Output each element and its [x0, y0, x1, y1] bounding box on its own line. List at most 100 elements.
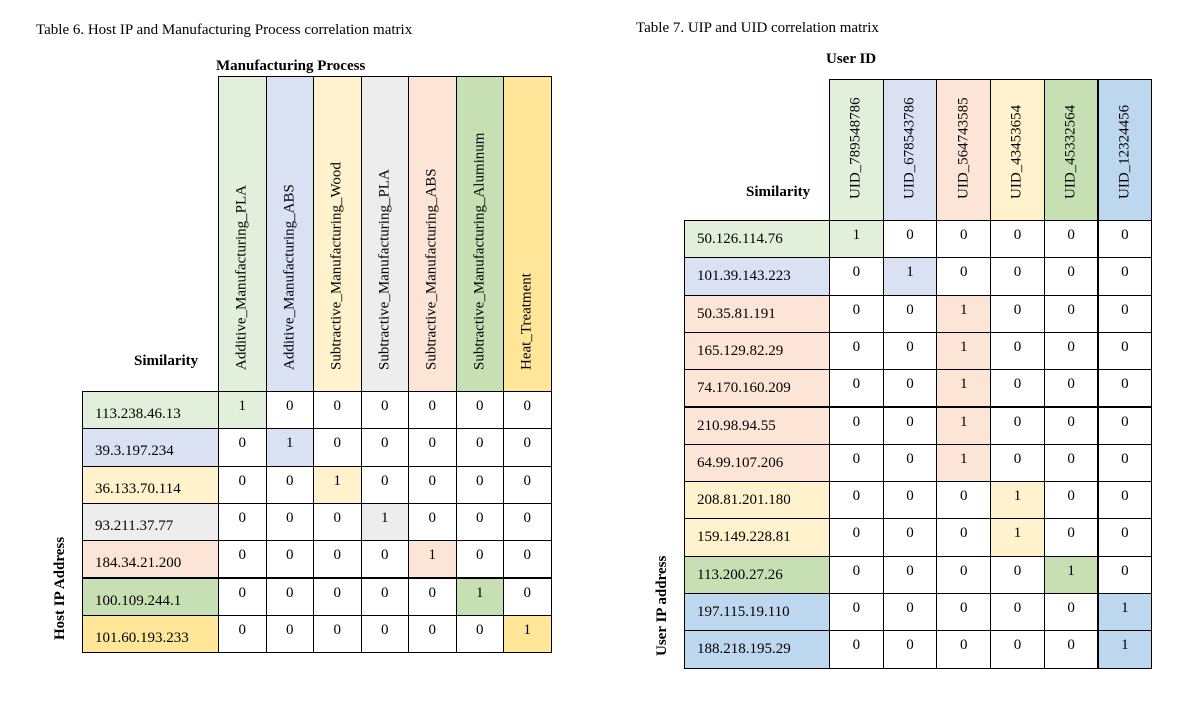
matrix-cell: 0	[360, 428, 409, 467]
matrix-cell: 0	[936, 481, 992, 520]
matrix-cell: 0	[829, 331, 884, 371]
column-header: Additive_Manufacturing_ABS	[265, 76, 314, 392]
matrix-cell: 0	[408, 465, 457, 504]
matrix-cell: 1	[503, 614, 552, 654]
column-header-label: UID_564743585	[955, 97, 972, 199]
table7-caption: Table 7. UIP and UID correlation matrix	[636, 20, 879, 36]
row-label: 50.126.114.76	[684, 220, 830, 259]
matrix-cell: 0	[990, 257, 1045, 296]
row-label: 208.81.201.180	[684, 481, 830, 520]
matrix-cell: 0	[1043, 630, 1099, 669]
matrix-cell: 0	[990, 220, 1045, 259]
matrix-cell: 0	[882, 369, 938, 408]
matrix-cell: 0	[455, 502, 504, 542]
column-header: UID_45332564	[1043, 79, 1099, 221]
matrix-cell: 0	[503, 465, 552, 504]
matrix-cell: 1	[1097, 593, 1153, 632]
matrix-cell: 0	[829, 406, 884, 445]
table6-row-group-label: Host IP Address	[52, 536, 68, 640]
matrix-cell: 0	[829, 555, 884, 594]
matrix-cell: 0	[265, 577, 314, 616]
matrix-cell: 0	[936, 630, 992, 669]
table-outline	[684, 220, 1153, 669]
matrix-cell: 0	[990, 443, 1045, 483]
column-header-label: UID_678543786	[901, 97, 918, 199]
matrix-cell: 0	[503, 428, 552, 467]
matrix-cell: 0	[882, 406, 938, 445]
matrix-cell: 0	[1043, 443, 1099, 483]
column-header: Subtractive_Manufacturing_ABS	[408, 76, 457, 392]
matrix-cell: 0	[218, 577, 267, 616]
table6-caption: Table 6. Host IP and Manufacturing Proce…	[36, 22, 413, 38]
matrix-cell: 0	[218, 428, 267, 467]
matrix-cell: 0	[1097, 369, 1153, 408]
column-header: UID_678543786	[882, 79, 938, 221]
matrix-cell: 0	[882, 443, 938, 483]
matrix-cell: 0	[218, 540, 267, 579]
table7-row-group-label: User IP address	[654, 555, 670, 656]
matrix-cell: 0	[360, 540, 409, 579]
column-header-label: Subtractive_Manufacturing_Aluminum	[471, 132, 488, 370]
matrix-cell: 0	[882, 630, 938, 669]
matrix-cell: 1	[218, 391, 267, 430]
column-header: UID_43453654	[990, 79, 1045, 221]
column-header-label: UID_43453654	[1008, 104, 1025, 199]
matrix-cell: 0	[408, 428, 457, 467]
matrix-cell: 0	[990, 294, 1045, 333]
table6-corner-label: Similarity	[134, 353, 199, 369]
table7-corner-label: Similarity	[746, 184, 811, 200]
matrix-cell: 0	[990, 630, 1045, 669]
matrix-cell: 0	[408, 614, 457, 654]
matrix-cell: 0	[265, 465, 314, 504]
column-header-label: Subtractive_Manufacturing_PLA	[376, 169, 393, 370]
matrix-cell: 0	[829, 593, 884, 632]
matrix-cell: 1	[360, 502, 409, 542]
row-label: 36.133.70.114	[82, 465, 219, 504]
matrix-cell: 0	[218, 502, 267, 542]
matrix-cell: 0	[360, 577, 409, 616]
row-label: 101.39.143.223	[684, 257, 830, 296]
matrix-cell: 0	[882, 555, 938, 594]
row-label: 64.99.107.206	[684, 443, 830, 483]
row-label: 39.3.197.234	[82, 428, 219, 467]
matrix-cell: 0	[1043, 406, 1099, 445]
matrix-cell: 0	[1043, 481, 1099, 520]
matrix-cell: 0	[313, 540, 362, 579]
column-header: Heat_Treatment	[503, 76, 552, 392]
column-header-label: UID_12324456	[1116, 104, 1133, 199]
column-header: Subtractive_Manufacturing_PLA	[360, 76, 409, 392]
matrix-cell: 0	[503, 540, 552, 579]
matrix-cell: 0	[829, 257, 884, 296]
column-header: UID_789548786	[829, 79, 884, 221]
column-header-label: UID_789548786	[847, 97, 864, 199]
column-header: Additive_Manufacturing_PLA	[218, 76, 267, 392]
column-header: Subtractive_Manufacturing_Aluminum	[455, 76, 504, 392]
row-label: 184.34.21.200	[82, 540, 219, 579]
matrix-cell: 0	[990, 331, 1045, 371]
row-label: 210.98.94.55	[684, 406, 830, 445]
matrix-cell: 0	[882, 518, 938, 557]
column-header-label: Heat_Treatment	[518, 273, 535, 370]
column-header: UID_12324456	[1097, 79, 1153, 221]
column-header-label: UID_45332564	[1062, 104, 1079, 199]
column-header-label: Subtractive_Manufacturing_ABS	[423, 168, 440, 370]
matrix-cell: 0	[882, 294, 938, 333]
matrix-cell: 0	[936, 593, 992, 632]
row-label: 197.115.19.110	[684, 593, 830, 632]
matrix-cell: 1	[936, 294, 992, 333]
matrix-cell: 0	[882, 481, 938, 520]
column-header-label: Subtractive_Manufacturing_Wood	[328, 162, 345, 370]
matrix-cell: 0	[1043, 593, 1099, 632]
row-label: 165.129.82.29	[684, 331, 830, 371]
matrix-cell: 1	[455, 577, 504, 616]
row-label: 74.170.160.209	[684, 369, 830, 408]
matrix-cell: 1	[936, 331, 992, 371]
matrix-cell: 1	[936, 406, 992, 445]
matrix-cell: 0	[829, 481, 884, 520]
column-header: Subtractive_Manufacturing_Wood	[313, 76, 362, 392]
column-header: UID_564743585	[936, 79, 992, 221]
row-label: 93.211.37.77	[82, 502, 219, 542]
matrix-cell: 1	[990, 481, 1045, 520]
matrix-cell: 0	[829, 294, 884, 333]
matrix-cell: 0	[936, 518, 992, 557]
